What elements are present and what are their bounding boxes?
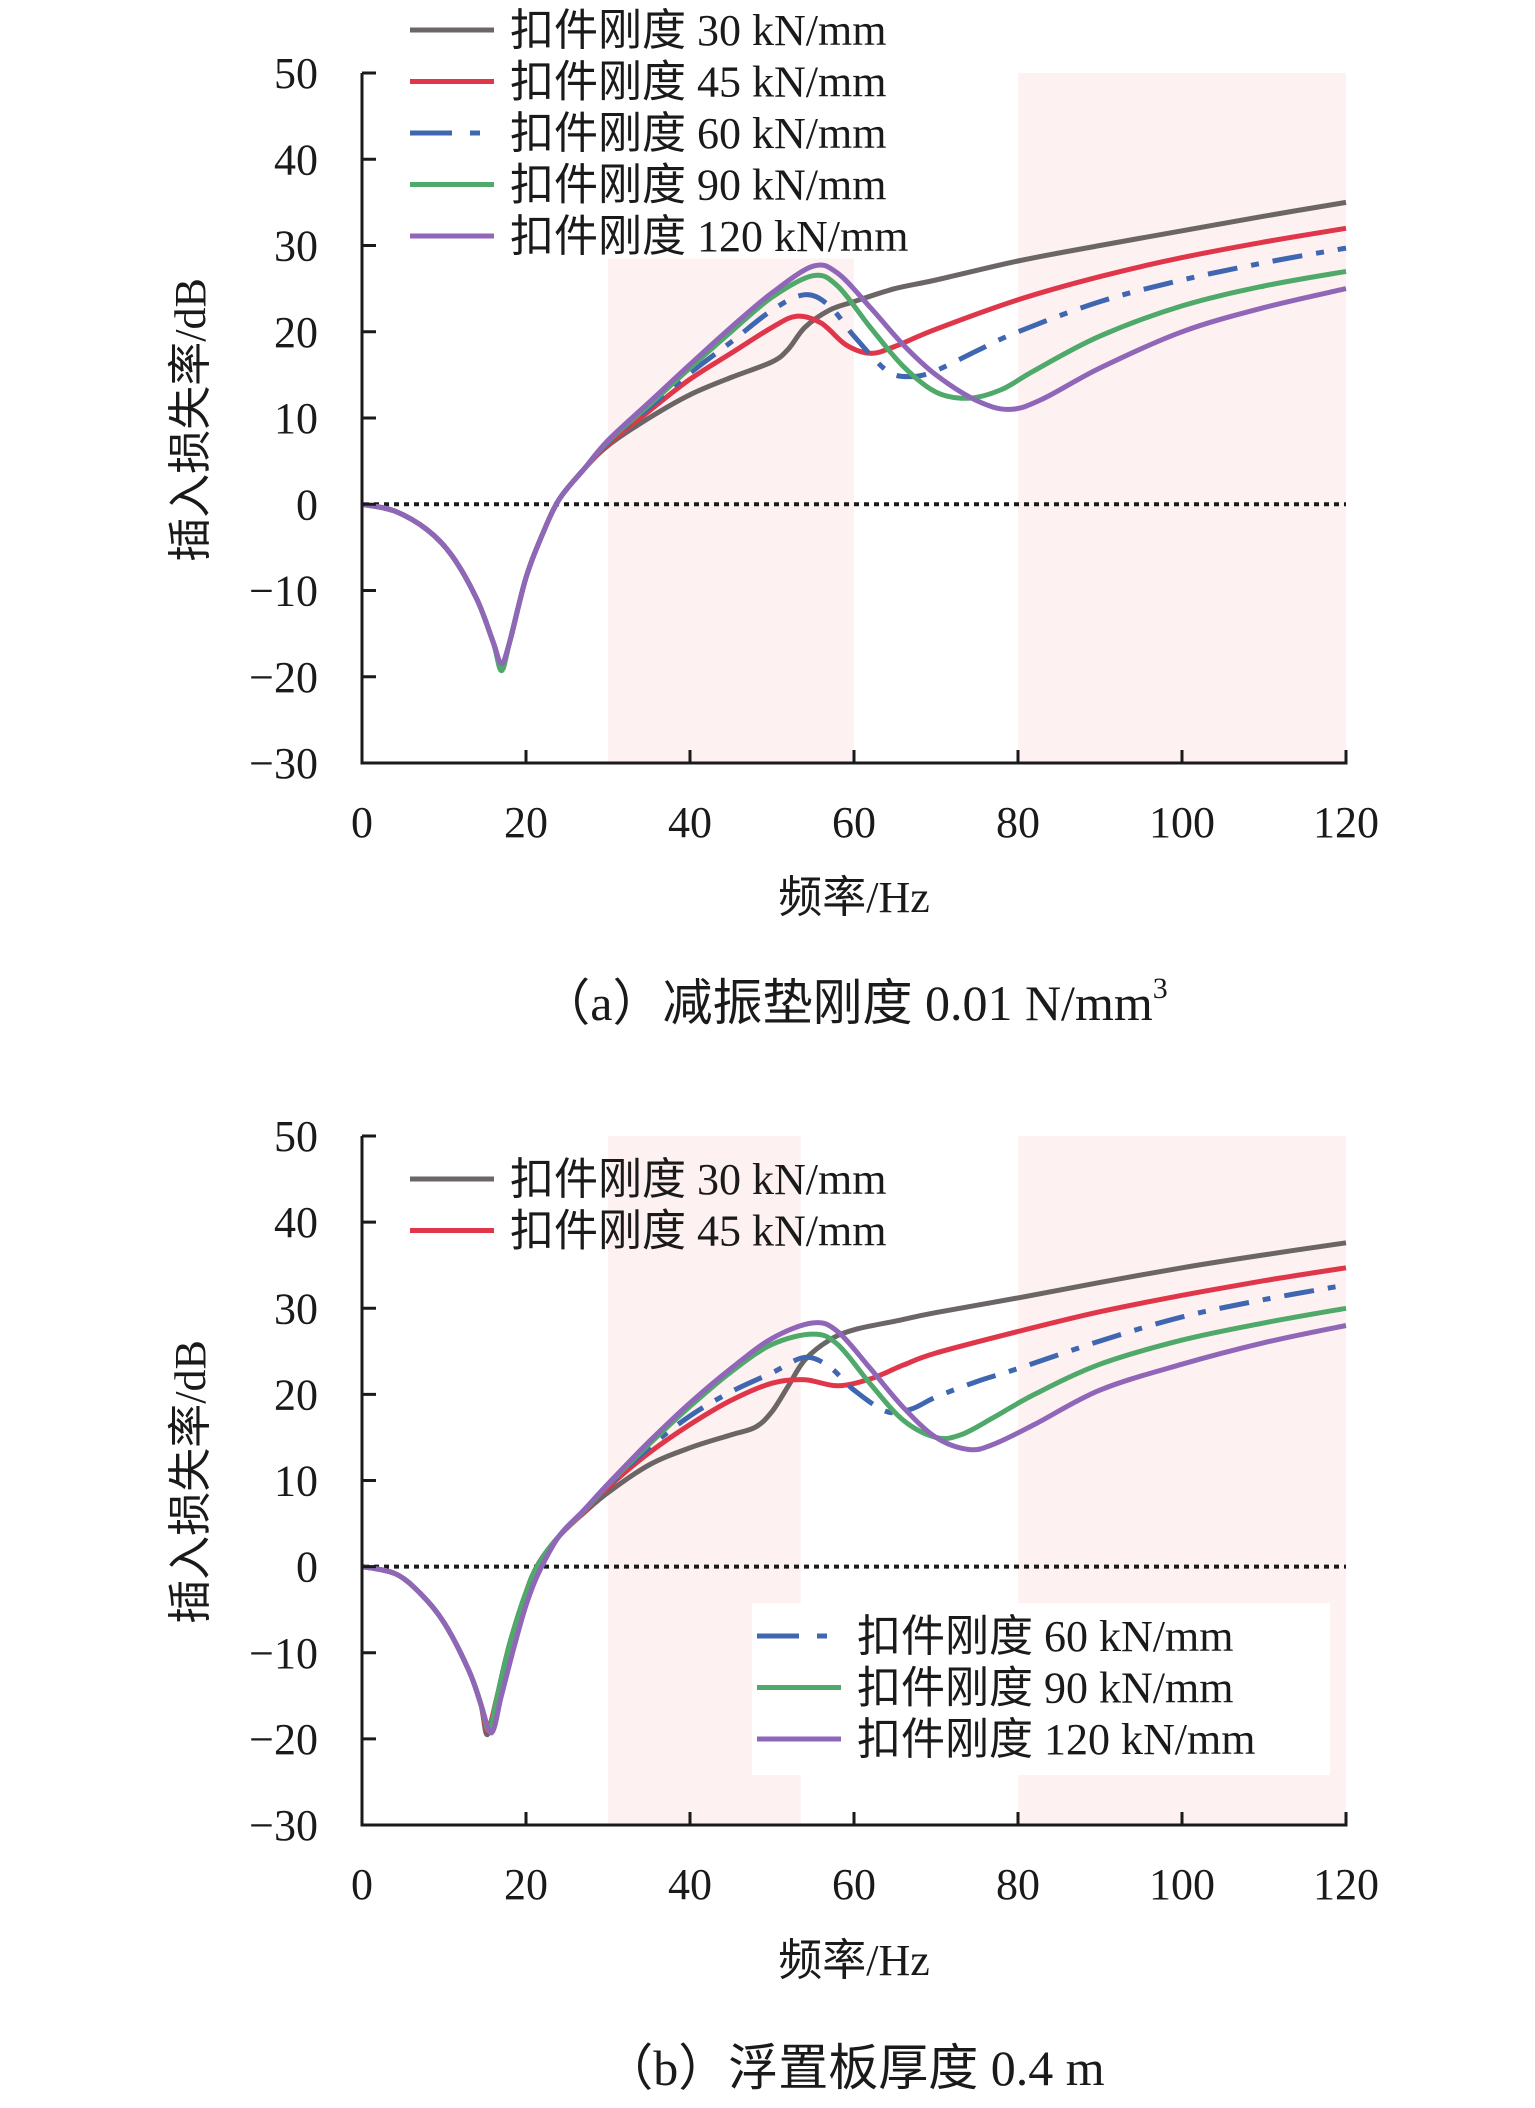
x-tick-label: 20 <box>504 1860 548 1909</box>
series-line-3 <box>361 1282 1347 1733</box>
shaded-band-2 <box>1018 73 1346 763</box>
series-line-5 <box>361 1320 1347 1736</box>
y-tick-label: 50 <box>274 49 318 98</box>
x-tick-label: 120 <box>1313 798 1379 847</box>
y-tick-label: −30 <box>249 1801 318 1850</box>
x-tick-label: 100 <box>1149 798 1215 847</box>
caption: （b）浮置板厚度 0.4 m <box>603 2040 1104 2096</box>
y-tick-label: 50 <box>274 1112 318 1161</box>
y-tick-label: 30 <box>274 1284 318 1333</box>
legend-box <box>752 1603 1330 1775</box>
y-tick-label: −30 <box>249 739 318 788</box>
x-tick-label: 80 <box>996 798 1040 847</box>
legend-label-4: 扣件刚度 90 kN/mm <box>857 1664 1233 1713</box>
x-tick-label: 120 <box>1313 1860 1379 1909</box>
y-tick-label: 10 <box>274 394 318 443</box>
y-tick-label: 10 <box>274 1457 318 1506</box>
axes <box>360 1134 1348 1827</box>
series-group <box>361 199 1347 674</box>
axes <box>360 71 1348 765</box>
y-tick-label: −10 <box>249 1629 318 1678</box>
caption-text: （a）减振垫刚度 0.01 N/mm <box>540 975 1153 1031</box>
x-axis-title: 频率/Hz <box>778 1936 930 1985</box>
chart-b: 0 20 40 60 80 100 120 −30 −20 −10 0 10 20 30 40 50 插入损… <box>166 1112 1379 2096</box>
chart-a: 0 20 40 60 80 100 120 −30 −20 −10 0 10 20 30 40 50 插入损… <box>166 6 1379 1031</box>
y-tick-labels: −30 −20 −10 0 10 20 30 40 50 <box>249 1112 318 1850</box>
y-axis-title: 插入损失率/dB <box>166 278 215 562</box>
y-tick-label: 20 <box>274 1370 318 1419</box>
legend-label-5: 扣件刚度 120 kN/mm <box>857 1715 1255 1764</box>
legend-label-1: 扣件刚度 30 kN/mm <box>510 1155 886 1204</box>
x-tick-label: 0 <box>351 1860 373 1909</box>
y-tick-label: 0 <box>296 1543 318 1592</box>
legend-label-3: 扣件刚度 60 kN/mm <box>510 109 886 158</box>
legend-label-2: 扣件刚度 45 kN/mm <box>510 58 886 107</box>
x-tick-label: 60 <box>832 1860 876 1909</box>
legend-label-3: 扣件刚度 60 kN/mm <box>857 1612 1233 1661</box>
x-tick-label: 80 <box>996 1860 1040 1909</box>
x-tick-label: 20 <box>504 798 548 847</box>
x-tick-label: 100 <box>1149 1860 1215 1909</box>
y-tick-label: 20 <box>274 308 318 357</box>
y-tick-label: −10 <box>249 567 318 616</box>
legend-label-4: 扣件刚度 90 kN/mm <box>510 161 886 210</box>
y-tick-label: −20 <box>249 653 318 702</box>
legend-label-1: 扣件刚度 30 kN/mm <box>510 6 886 55</box>
caption-superscript: 3 <box>1153 972 1168 1005</box>
y-tick-label: 0 <box>296 480 318 529</box>
x-tick-label: 60 <box>832 798 876 847</box>
y-tick-label: −20 <box>249 1715 318 1764</box>
y-tick-labels: −30 −20 −10 0 10 20 30 40 50 <box>249 49 318 788</box>
x-tick-label: 40 <box>668 1860 712 1909</box>
x-tick-labels: 0 20 40 60 80 100 120 <box>351 1860 1379 1909</box>
legend-label-2: 扣件刚度 45 kN/mm <box>510 1207 886 1256</box>
y-tick-label: 40 <box>274 1198 318 1247</box>
legend-label-5: 扣件刚度 120 kN/mm <box>510 212 908 261</box>
y-tick-label: 40 <box>274 135 318 184</box>
caption-text: （b）浮置板厚度 0.4 m <box>603 2040 1104 2096</box>
y-tick-label: 30 <box>274 222 318 271</box>
x-tick-labels: 0 20 40 60 80 100 120 <box>351 798 1379 847</box>
x-axis-title: 频率/Hz <box>778 873 930 922</box>
series-group <box>361 1240 1347 1738</box>
caption: （a）减振垫刚度 0.01 N/mm3 <box>540 972 1167 1031</box>
y-axis-title: 插入损失率/dB <box>166 1340 215 1624</box>
x-tick-label: 0 <box>351 798 373 847</box>
x-tick-label: 40 <box>668 798 712 847</box>
series-line-5 <box>361 262 1347 667</box>
